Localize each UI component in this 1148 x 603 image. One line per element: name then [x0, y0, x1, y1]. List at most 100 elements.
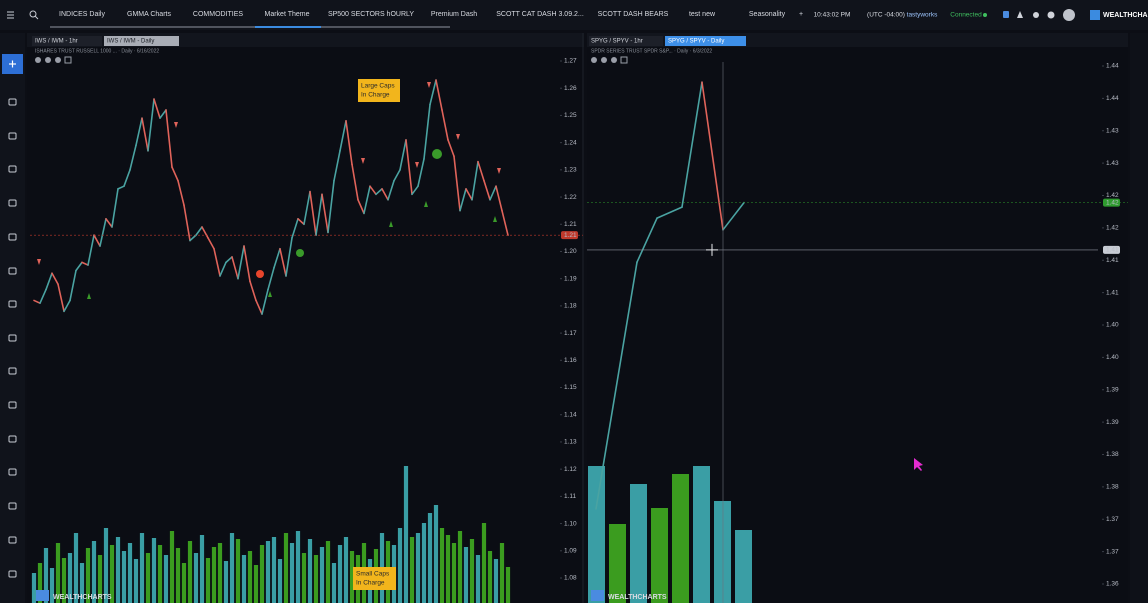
chart-tag-label[interactable]: SPYG / SPYV - Daily	[668, 39, 724, 45]
tool-icon[interactable]	[8, 570, 17, 578]
price-line	[123, 169, 131, 187]
volume-bar	[247, 551, 253, 603]
tool-icon[interactable]	[8, 199, 17, 207]
price-line	[273, 247, 281, 269]
chart-controls[interactable]	[35, 56, 628, 64]
tool-icon[interactable]	[8, 502, 17, 510]
price-line	[501, 209, 509, 236]
price-line	[636, 217, 658, 263]
volume-bar	[499, 543, 505, 603]
search-icon[interactable]	[29, 10, 39, 20]
price-line	[261, 288, 269, 315]
watermark: WEALTHCHARTS	[53, 594, 112, 601]
tool-icon[interactable]	[8, 233, 17, 241]
volume-bar	[115, 537, 121, 603]
price-line	[111, 188, 119, 228]
price-line	[297, 218, 305, 226]
tab[interactable]: Premium Dash	[431, 11, 477, 18]
volume-bar	[672, 474, 689, 603]
chart-tag-active[interactable]	[104, 36, 179, 46]
price-line	[339, 120, 347, 152]
y-tick-label: 1.17	[564, 330, 577, 337]
volume-bar	[469, 539, 475, 603]
tab[interactable]: GMMA Charts	[127, 11, 171, 18]
price-line	[39, 288, 47, 304]
price-line	[369, 185, 377, 196]
price-line	[69, 269, 77, 302]
tab[interactable]: Market Theme	[265, 11, 310, 18]
tool-icon[interactable]	[8, 536, 17, 544]
price-line	[345, 120, 353, 166]
tool-icon[interactable]	[8, 267, 17, 275]
tool-icon[interactable]	[8, 132, 17, 140]
chart-tag[interactable]	[32, 36, 102, 46]
tool-icon[interactable]	[8, 98, 17, 106]
annotation-box[interactable]	[353, 567, 396, 590]
volume-bar	[415, 533, 421, 603]
volume-bar	[265, 541, 271, 603]
tool-icon[interactable]	[8, 468, 17, 476]
volume-bar	[445, 535, 451, 603]
price-line	[63, 299, 71, 313]
volume-bar	[439, 528, 445, 603]
y-tick-label: 1.43	[1106, 160, 1119, 167]
price-line	[105, 218, 113, 228]
volume-bar	[283, 533, 289, 603]
tool-icon[interactable]	[8, 435, 17, 443]
volume-bar	[403, 466, 409, 603]
chart-tag-label[interactable]: IWS / IWM - 1hr	[35, 39, 78, 45]
tool-icon[interactable]	[8, 334, 17, 342]
toolbar-icons[interactable]	[1003, 11, 1055, 19]
tool-icon[interactable]	[8, 367, 17, 375]
price-line	[357, 198, 365, 215]
price-line	[81, 261, 89, 266]
tab[interactable]: SCOTT CAT DASH 3.09.2...	[496, 11, 584, 18]
tab[interactable]: test new	[689, 11, 716, 18]
price-line	[171, 166, 179, 182]
chart-tag-active[interactable]	[665, 36, 746, 46]
price-line	[681, 81, 703, 208]
price-line	[225, 256, 233, 264]
volume-bar	[313, 555, 319, 603]
annotation-box[interactable]	[358, 79, 400, 102]
tab[interactable]: SP500 SECTORS hOURLY	[328, 11, 414, 18]
tab[interactable]: INDICES Daily	[59, 11, 105, 18]
chart-tag-label[interactable]: IWS / IWM - Daily	[107, 39, 154, 45]
volume-bar	[37, 563, 43, 603]
price-line	[75, 261, 83, 272]
price-line	[405, 139, 413, 196]
y-tick-label: 1.27	[564, 58, 577, 65]
volume-bar	[217, 543, 223, 603]
avatar[interactable]	[1063, 9, 1075, 21]
volume-bar	[630, 484, 647, 603]
top-bar	[0, 0, 1148, 30]
tool-icon[interactable]	[8, 300, 17, 308]
third-panel	[1130, 33, 1148, 603]
chart-tag[interactable]	[589, 36, 663, 46]
price-line	[333, 149, 341, 182]
y-tick-label: 1.19	[564, 275, 577, 282]
y-tick-label: 1.15	[564, 384, 577, 391]
last-price-label: 1.42	[1106, 199, 1119, 206]
tab[interactable]: Seasonality	[749, 11, 786, 18]
price-line	[483, 179, 491, 201]
volume-bar	[301, 553, 307, 603]
signal-markers	[37, 82, 501, 299]
price-line	[267, 266, 275, 291]
tool-icon[interactable]	[8, 401, 17, 409]
price-line	[435, 79, 443, 111]
timezone: (UTC -04:00)	[867, 12, 905, 19]
menu-icon[interactable]	[7, 11, 14, 19]
tool-icon[interactable]	[8, 165, 17, 173]
y-tick-label: 1.44	[1106, 95, 1119, 102]
volume-bar	[481, 523, 487, 603]
tab[interactable]: +	[799, 11, 803, 18]
y-tick-label: 1.24	[564, 139, 577, 146]
tab[interactable]: SCOTT DASH BEARS	[598, 11, 669, 18]
price-line	[279, 247, 287, 277]
price-line	[183, 204, 191, 242]
tab[interactable]: COMMODITIES	[193, 11, 243, 18]
chart-tag-label[interactable]: SPYG / SPYV - 1hr	[591, 39, 643, 45]
broker[interactable]: tastyworks	[907, 12, 938, 19]
